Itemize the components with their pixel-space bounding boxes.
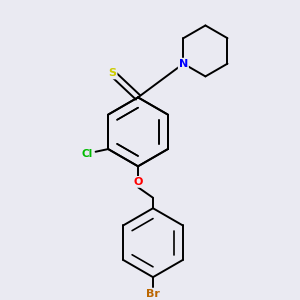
Text: S: S — [109, 68, 116, 78]
Text: Cl: Cl — [82, 148, 93, 159]
Text: N: N — [179, 59, 188, 69]
Text: O: O — [133, 177, 143, 187]
Text: Br: Br — [146, 289, 160, 298]
